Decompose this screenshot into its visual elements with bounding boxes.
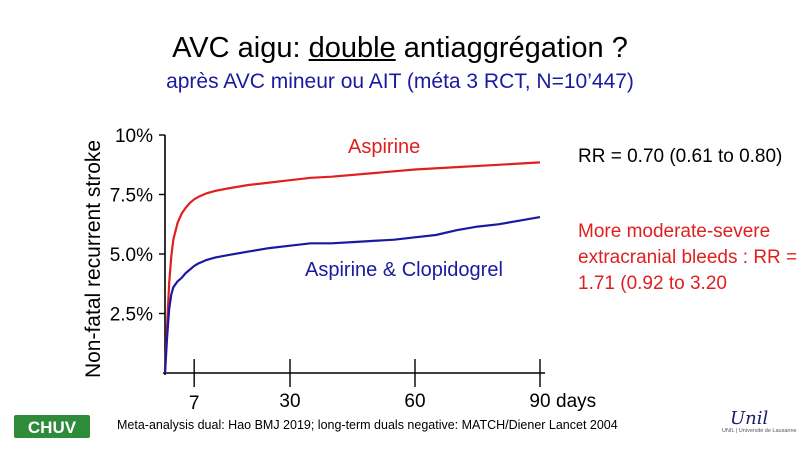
x-tick-label-1: 30 [279, 391, 300, 412]
y-axis-label: Non-fatal recurrent stroke [82, 140, 105, 378]
aspirin-series-label: Aspirine [348, 136, 420, 158]
slide-subtitle: après AVC mineur ou AIT (méta 3 RCT, N=1… [166, 70, 634, 93]
x-tick-label-2: 60 [404, 391, 425, 412]
title-part-1: AVC aigu: [172, 32, 309, 64]
title-part-2: antiaggrégation ? [395, 32, 628, 64]
series-line-0 [163, 161, 541, 374]
y-tick-label-2: 7.5% [110, 186, 153, 207]
y-tick-label-1: 5.0% [110, 245, 153, 266]
slide-title: AVC aigu: double antiaggrégation ? [0, 32, 800, 65]
relative-risk-text: RR = 0.70 (0.61 to 0.80) [578, 146, 783, 167]
unil-logo-script: Unil [730, 408, 769, 429]
bleeds-risk-text: More moderate-severe extracranial bleeds… [578, 221, 798, 294]
x-axis-label: days [556, 391, 596, 412]
y-tick-label-3: 10% [115, 126, 153, 147]
chuv-logo-text: CHUV [28, 418, 77, 437]
chuv-logo: CHUV [14, 415, 90, 438]
unil-logo-subtitle: UNIL | Université de Lausanne [722, 428, 797, 434]
series-line-1 [163, 216, 541, 374]
unil-logo: Unil UNIL | Université de Lausanne [722, 408, 797, 435]
x-tick-label-0: 7 [189, 393, 200, 414]
dual-series-label: Aspirine & Clopidogrel [305, 259, 503, 281]
footnote: Meta-analysis dual: Hao BMJ 2019; long-t… [117, 418, 618, 432]
x-tick-label-3: 90 [529, 391, 550, 412]
y-tick-label-0: 2.5% [110, 305, 153, 326]
title-underlined-word: double [308, 32, 396, 64]
